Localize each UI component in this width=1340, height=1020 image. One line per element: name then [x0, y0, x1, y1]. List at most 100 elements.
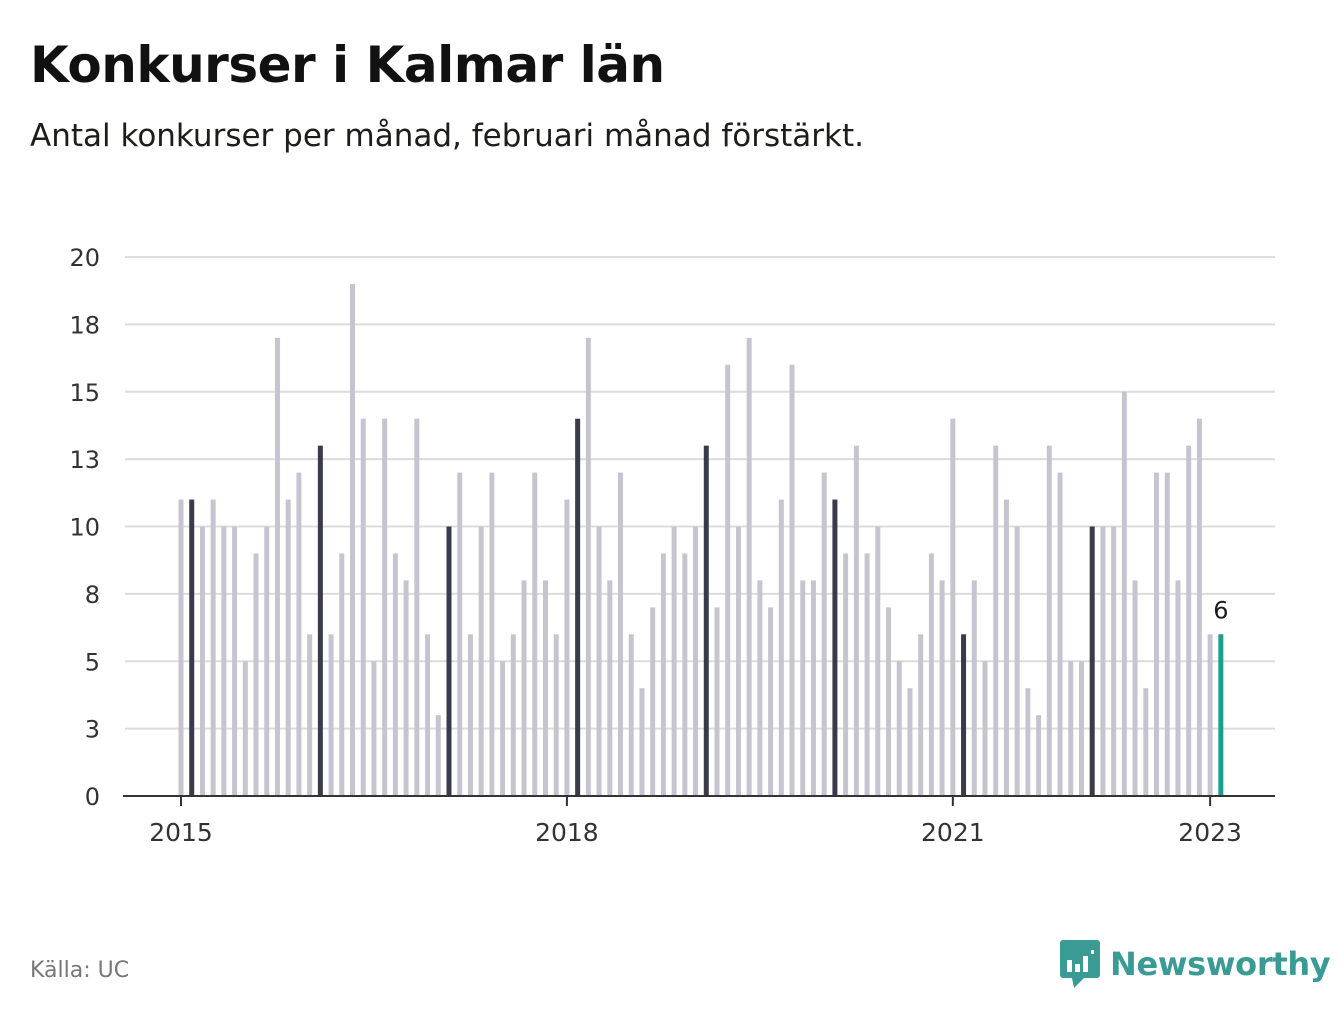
- bar: [1186, 445, 1192, 796]
- bar: [660, 553, 666, 796]
- bar: [339, 553, 345, 796]
- bar: [993, 445, 999, 796]
- brand[interactable]: Newsworthy: [1060, 940, 1331, 988]
- bar: [199, 526, 205, 796]
- bar: [425, 634, 431, 796]
- bar: [553, 634, 559, 796]
- bar: [1175, 580, 1181, 796]
- bar-february: [961, 634, 967, 796]
- bar: [1057, 472, 1063, 796]
- bar: [982, 661, 988, 796]
- bar-chart: 0 3 5 8 10 13 15 18 20 6 2015 2018 2021 2023: [69, 244, 1275, 847]
- bar: [757, 580, 763, 796]
- bar: [950, 418, 956, 796]
- bar: [1046, 445, 1052, 796]
- bar: [1100, 526, 1106, 796]
- bar: [1207, 634, 1213, 796]
- bar: [789, 364, 795, 796]
- bar: [1003, 499, 1009, 796]
- y-tick-label: 15: [69, 379, 100, 407]
- bar: [639, 688, 645, 796]
- bar: [467, 634, 473, 796]
- bar: [296, 472, 302, 796]
- bar: [521, 580, 527, 796]
- x-tick-label: 2018: [535, 818, 599, 847]
- bar: [403, 580, 409, 796]
- bar: [1025, 688, 1031, 796]
- y-tick-label: 3: [85, 716, 100, 744]
- y-tick-label: 18: [69, 311, 100, 339]
- bar: [596, 526, 602, 796]
- bar: [1132, 580, 1138, 796]
- brand-name: Newsworthy: [1110, 945, 1331, 983]
- x-tick-label: 2021: [921, 818, 985, 847]
- source-note: Källa: UC: [30, 958, 130, 983]
- y-tick-label: 10: [69, 514, 100, 542]
- bar: [221, 526, 227, 796]
- bar-february: [1089, 526, 1095, 796]
- bar: [1078, 661, 1084, 796]
- bar: [918, 634, 924, 796]
- bar: [939, 580, 945, 796]
- bar: [1164, 472, 1170, 796]
- bar: [178, 499, 184, 796]
- bar: [489, 472, 495, 796]
- newsworthy-logo-icon: [1060, 940, 1100, 988]
- bar: [735, 526, 741, 796]
- bar: [264, 526, 270, 796]
- bar: [382, 418, 388, 796]
- y-tick-label: 20: [69, 244, 100, 272]
- chart-subtitle: Antal konkurser per månad, februari måna…: [30, 118, 864, 154]
- bar: [725, 364, 731, 796]
- bar: [853, 445, 859, 796]
- bar: [810, 580, 816, 796]
- bar: [585, 337, 591, 796]
- chart-title: Konkurser i Kalmar län: [30, 36, 665, 94]
- bar: [564, 499, 570, 796]
- bar: [864, 553, 870, 796]
- bar: [328, 634, 334, 796]
- bar: [843, 553, 849, 796]
- bar: [971, 580, 977, 796]
- x-tick-label: 2015: [149, 818, 213, 847]
- bar: [628, 634, 634, 796]
- bar-february: [317, 445, 323, 796]
- bar: [532, 472, 538, 796]
- bar: [746, 337, 752, 796]
- y-tick-label: 8: [85, 581, 100, 609]
- bar: [821, 472, 827, 796]
- bar-latest: [1218, 634, 1224, 796]
- x-tick-label: 2023: [1178, 818, 1242, 847]
- bar: [778, 499, 784, 796]
- bar: [671, 526, 677, 796]
- bar: [435, 715, 441, 796]
- bar-february: [832, 499, 838, 796]
- bar: [210, 499, 216, 796]
- bar: [800, 580, 806, 796]
- bar: [886, 607, 892, 796]
- bar-february: [446, 526, 452, 796]
- bar: [253, 553, 259, 796]
- bar: [1111, 526, 1117, 796]
- bar: [371, 661, 377, 796]
- bar: [242, 661, 248, 796]
- bar: [478, 526, 484, 796]
- bar: [500, 661, 506, 796]
- bar: [693, 526, 699, 796]
- y-tick-label: 5: [85, 648, 100, 676]
- bar: [1154, 472, 1160, 796]
- y-tick-label: 0: [85, 783, 100, 811]
- bar: [1068, 661, 1074, 796]
- bar-february: [703, 445, 709, 796]
- bar: [1014, 526, 1020, 796]
- bar: [307, 634, 313, 796]
- bar: [618, 472, 624, 796]
- bar: [1121, 391, 1127, 796]
- bar: [232, 526, 238, 796]
- bar: [1196, 418, 1202, 796]
- bar: [360, 418, 366, 796]
- bar: [607, 580, 613, 796]
- bar: [1036, 715, 1042, 796]
- bar: [414, 418, 420, 796]
- bar: [350, 283, 356, 796]
